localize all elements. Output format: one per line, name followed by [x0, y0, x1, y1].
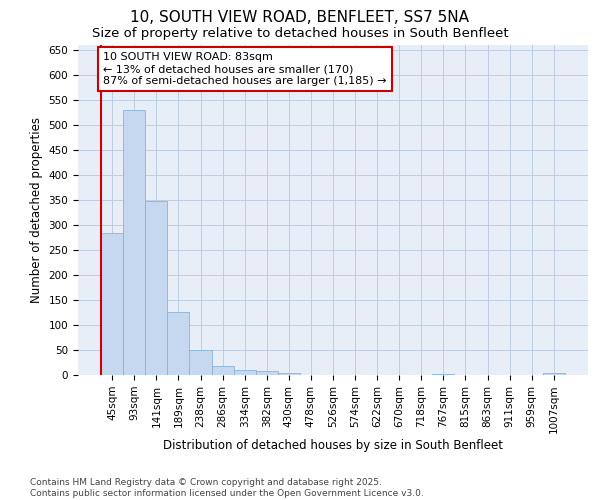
Text: Contains HM Land Registry data © Crown copyright and database right 2025.
Contai: Contains HM Land Registry data © Crown c… — [30, 478, 424, 498]
Bar — [101, 232, 123, 375]
Bar — [433, 374, 454, 375]
Bar — [167, 312, 190, 375]
Bar — [145, 201, 167, 375]
X-axis label: Distribution of detached houses by size in South Benfleet: Distribution of detached houses by size … — [163, 439, 503, 452]
Text: 10 SOUTH VIEW ROAD: 83sqm
← 13% of detached houses are smaller (170)
87% of semi: 10 SOUTH VIEW ROAD: 83sqm ← 13% of detac… — [103, 52, 387, 86]
Bar — [212, 366, 233, 375]
Text: Size of property relative to detached houses in South Benfleet: Size of property relative to detached ho… — [92, 28, 508, 40]
Bar — [543, 373, 565, 375]
Text: 10, SOUTH VIEW ROAD, BENFLEET, SS7 5NA: 10, SOUTH VIEW ROAD, BENFLEET, SS7 5NA — [131, 10, 470, 25]
Bar — [256, 371, 278, 375]
Bar — [190, 350, 212, 375]
Bar — [123, 110, 145, 375]
Bar — [233, 370, 256, 375]
Bar — [278, 372, 300, 375]
Y-axis label: Number of detached properties: Number of detached properties — [30, 117, 43, 303]
